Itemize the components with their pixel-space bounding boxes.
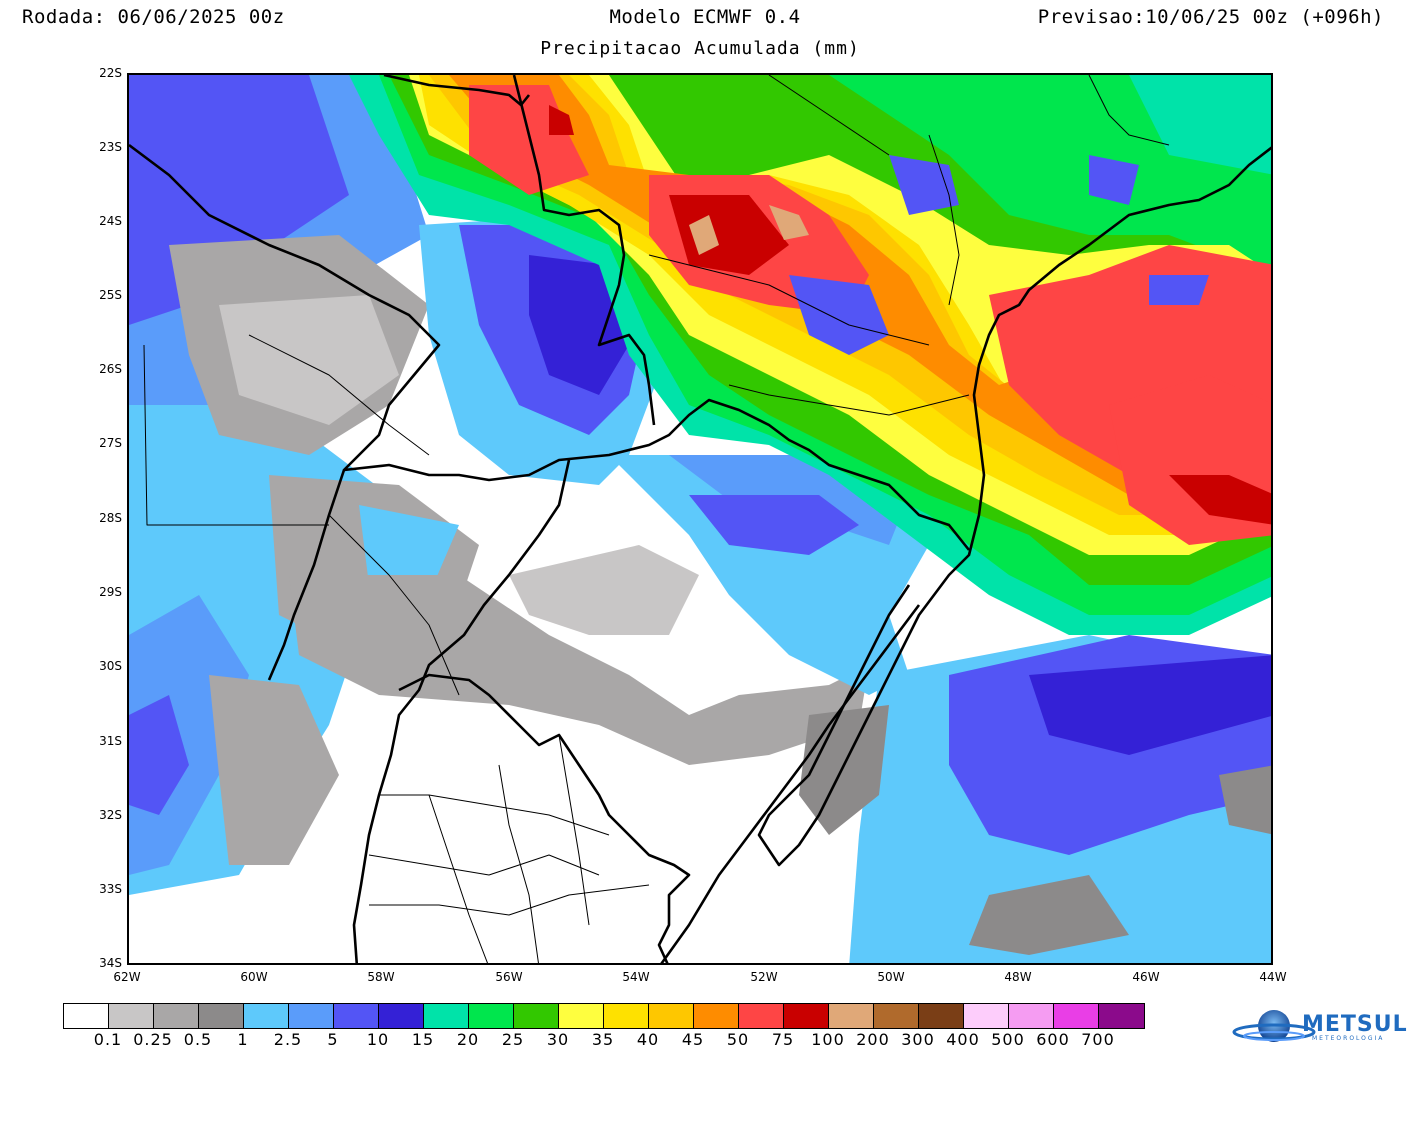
colorbar-label: 300 [901,1030,935,1049]
lat-tick-32s: 32S [99,808,122,822]
lon-tick-62w: 62W [113,970,141,984]
lon-tick-50w: 50W [877,970,905,984]
forecast-time-label: Previsao:10/06/25 00z (+096h) [1037,6,1384,28]
colorbar-labels: 0.1 0.25 0.5 1 2.5 5 10 15 20 25 30 35 40 45 50 75 100 20… [63,1030,1148,1050]
colorbar-label: 5 [327,1030,339,1049]
colorbar-swatch [64,1004,109,1028]
lat-tick-24s: 24S [99,214,122,228]
colorbar-swatch [829,1004,874,1028]
colorbar-label: 2.5 [273,1030,303,1049]
colorbar-swatch [334,1004,379,1028]
colorbar-label: 40 [636,1030,660,1049]
colorbar-label: 10 [366,1030,390,1049]
colorbar-swatch [559,1004,604,1028]
colorbar-swatch [514,1004,559,1028]
colorbar-label: 0.25 [133,1030,173,1049]
colorbar-swatch [964,1004,1009,1028]
colorbar-label: 500 [991,1030,1025,1049]
precipitation-map[interactable] [127,73,1273,965]
colorbar-swatch [289,1004,334,1028]
colorbar-label: 75 [771,1030,795,1049]
colorbar-swatch [154,1004,199,1028]
lat-tick-23s: 23S [99,140,122,154]
lon-tick-60w: 60W [240,970,268,984]
lat-tick-30s: 30S [99,659,122,673]
colorbar-swatch [109,1004,154,1028]
lon-tick-46w: 46W [1132,970,1160,984]
colorbar-label: 1 [237,1030,249,1049]
lon-tick-44w: 44W [1259,970,1287,984]
colorbar-swatch [1099,1004,1144,1028]
lat-tick-31s: 31S [99,734,122,748]
lat-tick-26s: 26S [99,362,122,376]
lat-tick-28s: 28S [99,511,122,525]
lon-tick-48w: 48W [1004,970,1032,984]
lat-tick-22s: 22S [99,66,122,80]
colorbar-swatch [199,1004,244,1028]
colorbar-swatch [919,1004,964,1028]
lat-tick-27s: 27S [99,436,122,450]
colorbar-swatch [649,1004,694,1028]
colorbar-swatch [874,1004,919,1028]
colorbar-label: 0.1 [93,1030,123,1049]
colorbar-swatch [1054,1004,1099,1028]
colorbar-label: 20 [456,1030,480,1049]
colorbar-label: 30 [546,1030,570,1049]
lon-tick-54w: 54W [622,970,650,984]
lat-tick-34s: 34S [99,956,122,970]
lon-tick-52w: 52W [750,970,778,984]
logo-name: METSUL [1302,1012,1408,1037]
colorbar-swatch [469,1004,514,1028]
colorbar-swatch [244,1004,289,1028]
colorbar-label: 400 [946,1030,980,1049]
lat-tick-25s: 25S [99,288,122,302]
colorbar-swatch [604,1004,649,1028]
lat-tick-29s: 29S [99,585,122,599]
logo-subtitle: METEOROLOGIA [1312,1035,1385,1042]
precipitation-colorbar [63,1003,1145,1029]
colorbar-label: 700 [1081,1030,1115,1049]
colorbar-swatch [739,1004,784,1028]
colorbar-label: 200 [856,1030,890,1049]
lon-tick-56w: 56W [495,970,523,984]
colorbar-label: 25 [501,1030,525,1049]
lon-tick-58w: 58W [367,970,395,984]
run-time-label: Rodada: 06/06/2025 00z [22,6,285,28]
colorbar-swatch [1009,1004,1054,1028]
map-subtitle: Precipitacao Acumulada (mm) [540,38,860,59]
colorbar-label: 45 [681,1030,705,1049]
colorbar-swatch [694,1004,739,1028]
colorbar-label: 600 [1036,1030,1070,1049]
model-label: Modelo ECMWF 0.4 [609,6,801,28]
colorbar-swatch [379,1004,424,1028]
colorbar-label: 35 [591,1030,615,1049]
colorbar-swatch [784,1004,829,1028]
metsul-logo-icon [1232,1010,1316,1042]
precipitation-field [129,75,1271,963]
lat-tick-33s: 33S [99,882,122,896]
colorbar-label: 50 [726,1030,750,1049]
colorbar-label: 0.5 [183,1030,213,1049]
colorbar-label: 15 [411,1030,435,1049]
colorbar-label: 100 [811,1030,845,1049]
colorbar-swatch [424,1004,469,1028]
